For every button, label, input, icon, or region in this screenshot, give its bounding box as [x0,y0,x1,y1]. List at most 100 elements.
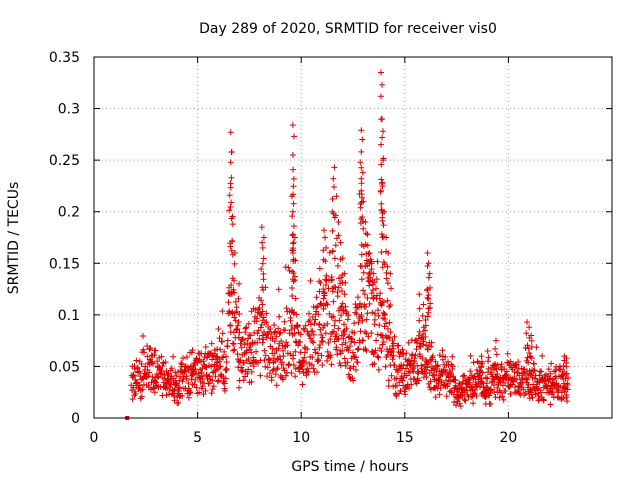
data-point [230,286,237,293]
marks-layer [125,69,572,420]
data-point [258,297,265,304]
data-point [328,314,335,321]
data-point [198,369,205,376]
data-point [403,372,410,379]
data-point [418,362,425,369]
data-point [242,349,249,356]
data-point-spike-trail [259,301,266,308]
data-point-spike-trail [231,289,238,296]
data-point [545,366,552,373]
data-point-spike-trail [388,285,395,292]
data-point [309,354,316,361]
data-point [496,394,503,401]
data-point [380,298,387,305]
data-point [408,381,415,388]
data-point [271,350,278,357]
data-point [264,373,271,380]
data-point [132,390,139,397]
data-point [555,387,562,394]
data-point [416,343,423,350]
data-point [442,353,449,360]
data-point [403,350,410,357]
data-point [288,369,295,376]
data-point [408,357,415,364]
data-point [328,361,335,368]
data-point [215,326,222,333]
data-point [547,401,554,408]
data-point [402,391,409,398]
data-point [439,371,446,378]
data-point [310,339,317,346]
data-point [140,346,147,353]
data-point [548,360,555,367]
data-point [239,367,246,374]
data-point [297,331,304,338]
data-point [263,334,270,341]
data-point [497,389,504,396]
data-point [475,359,482,366]
data-point [315,311,322,318]
data-point [389,356,396,363]
data-point-spike-trail [332,242,339,249]
data-point-spike-trail [290,166,297,173]
data-point [396,390,403,397]
data-point [290,361,297,368]
data-point [380,339,387,346]
data-point [352,354,359,361]
data-point-spike-trail [342,303,349,310]
data-point [375,354,382,361]
data-point [188,376,195,383]
data-point [159,363,166,370]
data-point-spike-trail [362,230,369,237]
data-point-spike-trail [292,257,299,264]
data-point [241,350,248,357]
data-point-spike [341,270,348,277]
data-point [414,339,421,346]
data-point [449,353,456,360]
data-point [330,298,337,305]
plot-frame [93,56,613,419]
data-point [335,284,342,291]
data-point [236,329,243,336]
y-tick-label: 0 [71,411,80,427]
data-point-spike-trail [387,302,394,309]
data-point-spike-trail [560,363,567,370]
data-point [396,379,403,386]
data-point [312,316,319,323]
data-point [327,352,334,359]
data-point [518,376,525,383]
data-point-spike-trail [322,258,329,265]
y-tick-label: 0.15 [49,256,80,272]
data-point [138,360,145,367]
data-point-spike-trail [424,294,431,301]
data-point [136,382,143,389]
data-point [200,358,207,365]
data-point [257,372,264,379]
data-point-spike [484,347,491,354]
data-point [232,317,239,324]
data-point-spike-trail [416,317,423,324]
data-point [154,358,161,365]
data-point [150,360,157,367]
data-point [321,322,328,329]
data-point [208,340,215,347]
data-point-spike-trail [419,312,426,319]
data-point-spike-trail [524,342,531,349]
y-tick-label: 0.05 [49,359,80,375]
data-point-spike [227,129,234,136]
data-point-spike-trail [341,291,348,298]
data-point [527,387,534,394]
data-point [484,375,491,382]
data-point [162,359,169,366]
data-point [337,305,344,312]
data-point [473,383,480,390]
data-point [354,346,361,353]
data-point [428,343,435,350]
data-point-spike-trail [425,295,432,302]
data-point-spike-trail [226,207,233,214]
data-point [562,375,569,382]
data-point [405,339,412,346]
data-point-spike-trail [231,277,238,284]
data-point [183,353,190,360]
